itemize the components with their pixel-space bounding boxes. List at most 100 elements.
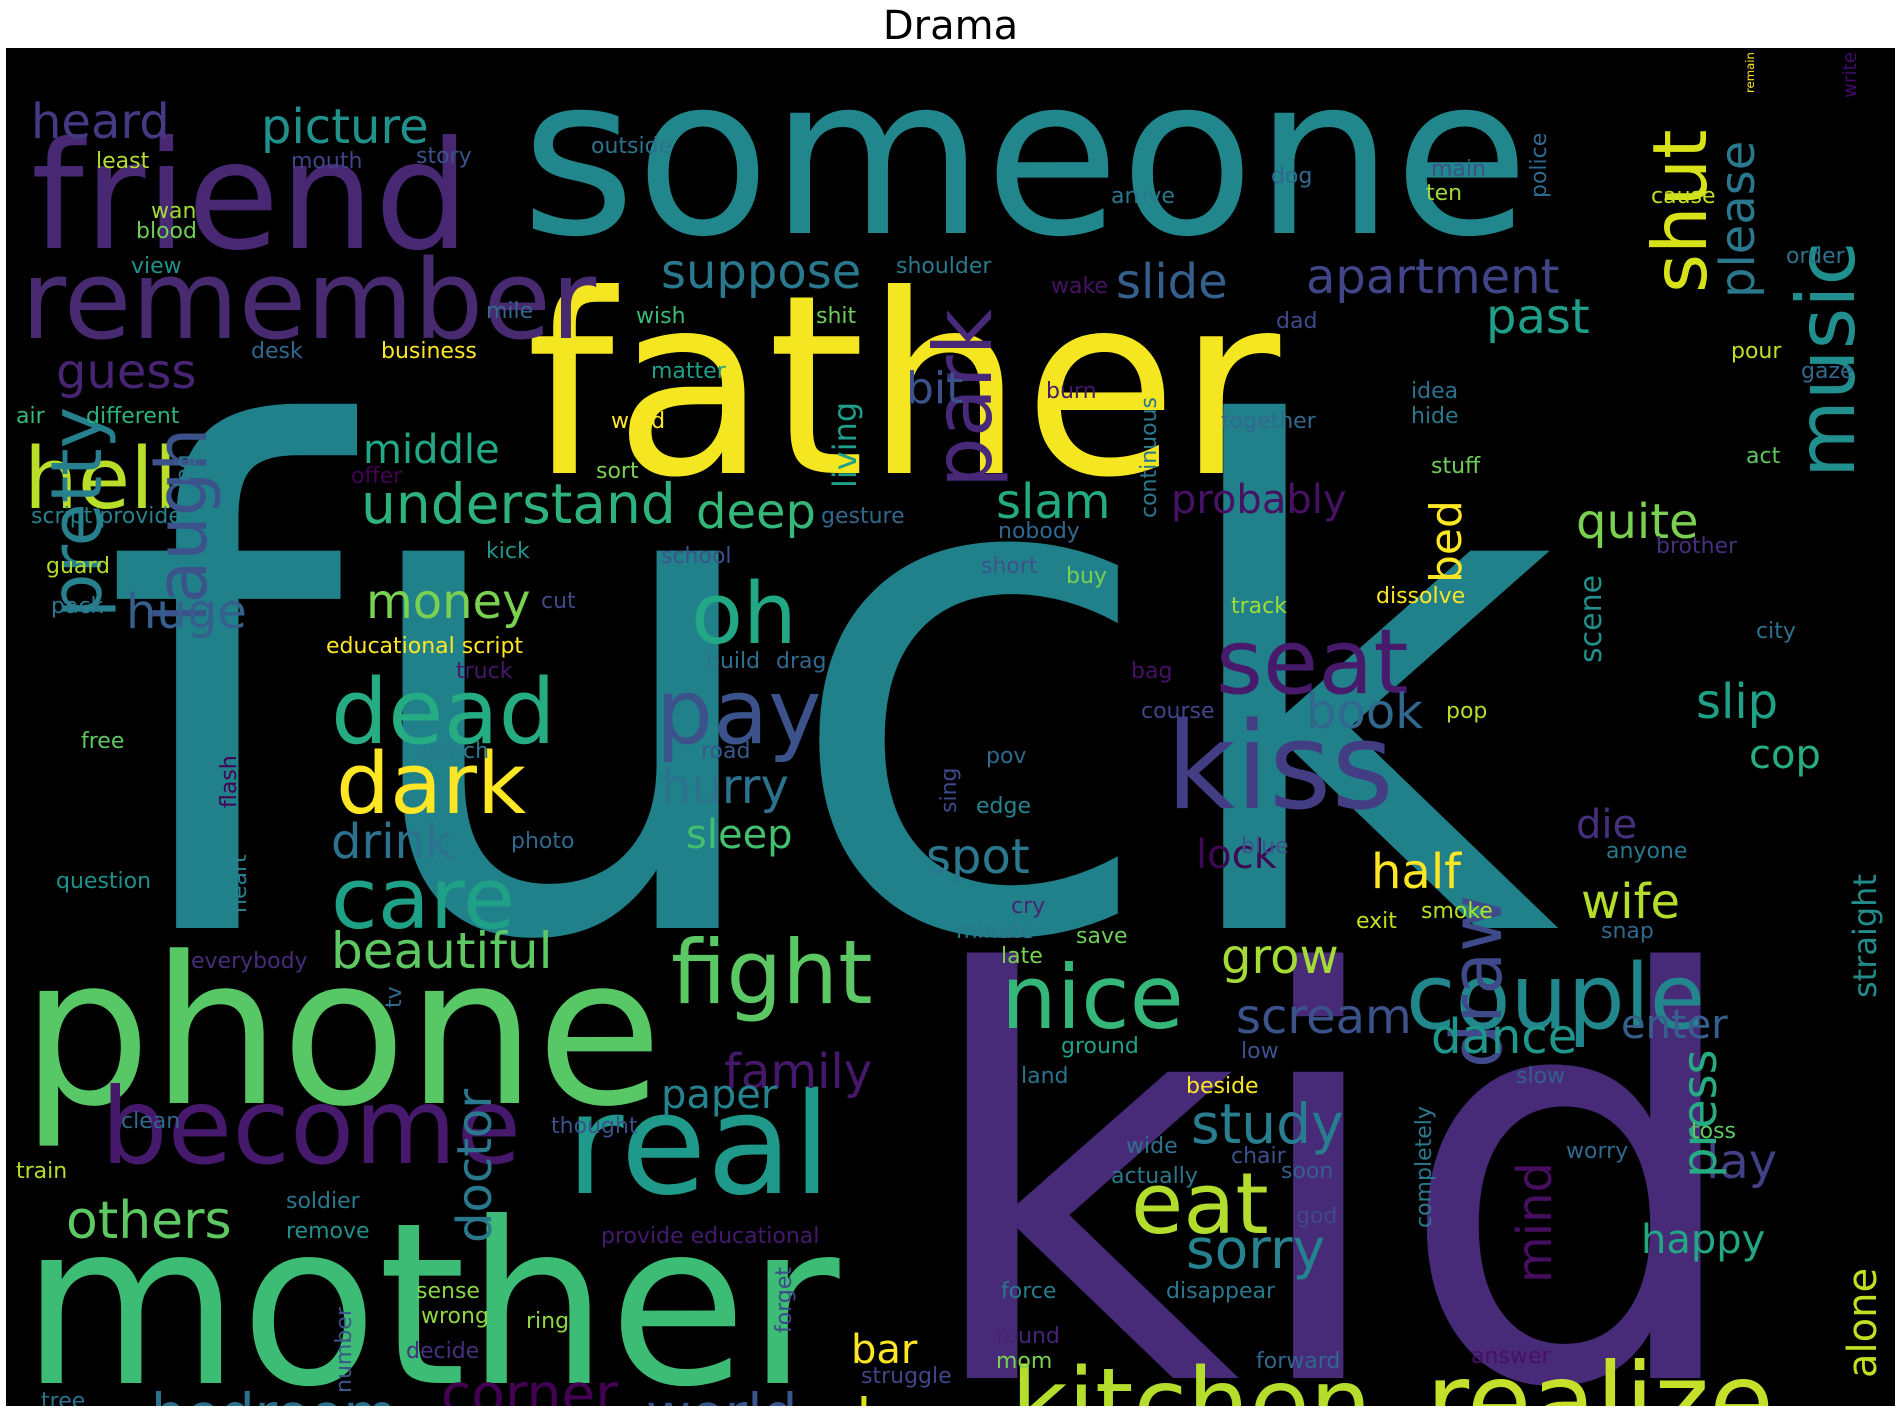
- word-toss: toss: [1691, 1119, 1736, 1144]
- word-please: please: [1710, 141, 1766, 298]
- word-deep: deep: [696, 484, 816, 540]
- word-force: force: [1001, 1279, 1056, 1304]
- word-train: train: [16, 1159, 67, 1184]
- word-tree: tree: [41, 1389, 85, 1406]
- word-pretty: pretty: [36, 407, 118, 618]
- word-pop: pop: [1446, 699, 1487, 724]
- word-phone: phone: [21, 914, 663, 1152]
- word-kiss: kiss: [1166, 698, 1394, 837]
- word-write: write: [1840, 52, 1861, 98]
- word-alone: alone: [1840, 1268, 1886, 1378]
- word-slam: slam: [996, 474, 1111, 530]
- word-continuous: continuous: [1137, 397, 1162, 518]
- word-act: act: [1746, 444, 1781, 469]
- word-short: short: [981, 554, 1038, 579]
- word-offer: offer: [351, 464, 403, 489]
- word-clean: clean: [121, 1109, 180, 1134]
- word-save: save: [1076, 924, 1128, 949]
- word-cause: cause: [1651, 184, 1716, 209]
- word-slow: slow: [1516, 1064, 1565, 1089]
- word-main: main: [1431, 157, 1486, 182]
- word-suppose: suppose: [661, 244, 861, 300]
- word-exit: exit: [1356, 909, 1397, 934]
- word-doctor: doctor: [447, 1089, 503, 1243]
- word-police: police: [1527, 133, 1552, 198]
- word-heart: heart: [227, 854, 252, 913]
- word-dissolve: dissolve: [1376, 584, 1465, 609]
- word-order: order: [1786, 244, 1846, 269]
- word-park: park: [917, 308, 1010, 488]
- word-ground: ground: [1061, 1034, 1139, 1059]
- word-round: round: [996, 1324, 1060, 1349]
- word-worry: worry: [1566, 1139, 1628, 1164]
- word-picture: picture: [261, 99, 429, 155]
- word-kitchen: kitchen: [1011, 1348, 1372, 1406]
- word-wrong: wrong: [421, 1304, 489, 1329]
- word-burn: burn: [1046, 379, 1097, 404]
- word-pack: pack: [51, 594, 104, 619]
- word-mother: mother: [21, 1175, 840, 1406]
- word-beautiful: beautiful: [331, 922, 553, 980]
- word-shit: shit: [816, 304, 857, 329]
- word-dad: dad: [1276, 309, 1317, 334]
- word-drink: drink: [331, 814, 453, 870]
- word-sleep: sleep: [686, 812, 793, 858]
- word-blood: blood: [136, 219, 197, 244]
- word-nobody: nobody: [998, 519, 1080, 544]
- word-matter: matter: [651, 359, 727, 384]
- word-number: number: [332, 1306, 357, 1393]
- word-mom: mom: [996, 1349, 1052, 1374]
- word-smoke: smoke: [1421, 899, 1493, 924]
- word-outside: outside: [591, 134, 672, 159]
- word-wife: wife: [1581, 874, 1680, 930]
- word-apartment: apartment: [1306, 249, 1559, 305]
- word-real: real: [566, 1064, 831, 1227]
- word-others: others: [66, 1191, 232, 1251]
- word-struggle: struggle: [861, 1364, 952, 1389]
- word-living: living: [826, 402, 864, 488]
- word-couple: couple: [1406, 945, 1705, 1050]
- word-least: least: [96, 149, 150, 174]
- word-chair: chair: [1231, 1144, 1287, 1169]
- word-question: question: [56, 869, 151, 894]
- word-pov: pov: [986, 744, 1026, 769]
- word-bedroom: bedroom: [151, 1382, 397, 1406]
- word-guess: guess: [56, 344, 196, 400]
- word-fuck: fuck: [101, 288, 1560, 1091]
- word-draw: draw: [1436, 895, 1518, 1068]
- word-wake: wake: [1051, 274, 1108, 299]
- word-world: world: [646, 1382, 797, 1406]
- word-bag: bag: [1131, 659, 1172, 684]
- word-city: city: [1756, 619, 1796, 644]
- word-someone: someone: [521, 48, 1529, 285]
- word-realize: realize: [1426, 1341, 1774, 1406]
- word-hell: hell: [24, 430, 177, 529]
- word-scream: scream: [1236, 989, 1412, 1045]
- word-oh: oh: [691, 565, 797, 664]
- word-huge: huge: [126, 584, 247, 640]
- word-lay: lay: [1706, 1134, 1777, 1190]
- word-snap: snap: [1601, 919, 1654, 944]
- word-pay: pay: [656, 660, 822, 765]
- word-anyone: anyone: [1606, 839, 1687, 864]
- word-thought: thought: [551, 1114, 638, 1139]
- word-ring: ring: [526, 1309, 569, 1334]
- word-kick: kick: [486, 539, 530, 564]
- word-idea: idea: [1411, 379, 1458, 404]
- word-completely: completely: [1412, 1106, 1437, 1228]
- word-gesture: gesture: [821, 504, 905, 529]
- word-arrive: arrive: [1111, 184, 1175, 209]
- word-stuff: stuff: [1431, 454, 1481, 479]
- word-low: low: [1241, 1039, 1279, 1064]
- word-grow: grow: [1221, 929, 1339, 985]
- word-air: air: [16, 404, 46, 429]
- word-pour: pour: [1731, 339, 1782, 364]
- word-road: road: [701, 739, 750, 764]
- word-word: word: [611, 409, 665, 434]
- word-mouth: mouth: [291, 149, 362, 174]
- word-forget: forget: [772, 1267, 797, 1333]
- word-money: money: [366, 574, 530, 630]
- word-probably: probably: [1171, 477, 1347, 523]
- word-guard: guard: [46, 554, 110, 579]
- word-desk: desk: [251, 339, 303, 364]
